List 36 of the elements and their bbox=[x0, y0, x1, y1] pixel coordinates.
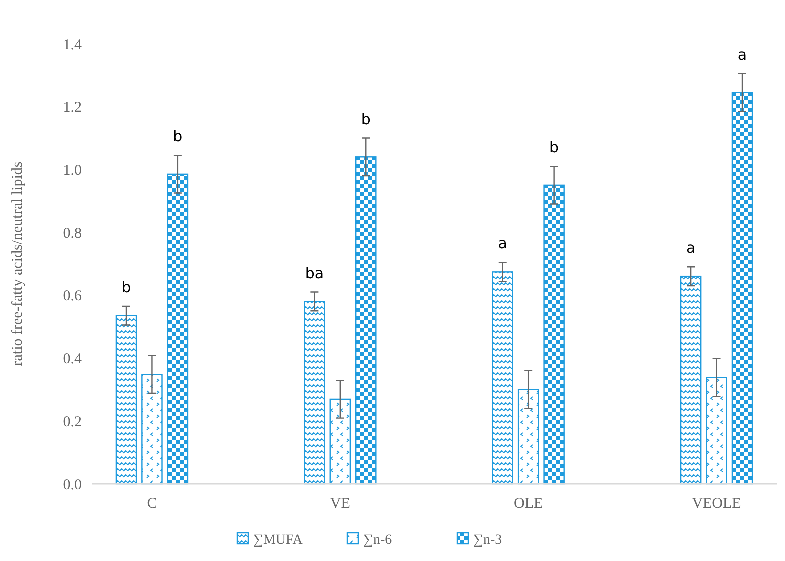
x-tick-label: OLE bbox=[514, 496, 544, 512]
annotation: b bbox=[122, 278, 132, 296]
x-tick-label: C bbox=[147, 496, 158, 512]
x-tick-label: VEOLE bbox=[692, 496, 742, 512]
legend-label: ∑n-6 bbox=[364, 532, 392, 548]
bar bbox=[304, 301, 326, 485]
annotation: a bbox=[498, 234, 508, 253]
y-tick-label: 1.2 bbox=[63, 100, 82, 116]
annotation: b bbox=[550, 138, 560, 157]
bar bbox=[167, 174, 189, 485]
bar bbox=[706, 377, 728, 485]
y-tick-label: 1.4 bbox=[63, 37, 82, 54]
y-tick-label: 0.6 bbox=[63, 288, 82, 305]
bar bbox=[142, 374, 163, 485]
bar bbox=[492, 272, 514, 485]
y-axis-title: ratio free-fatty acids/neutral lipids bbox=[10, 162, 26, 366]
y-tick-label: 0.8 bbox=[63, 226, 82, 242]
y-tick-label: 0.0 bbox=[63, 477, 82, 494]
annotation: b bbox=[173, 128, 183, 146]
annotation: a bbox=[738, 46, 748, 64]
bar bbox=[356, 156, 377, 485]
y-tick-label: 1.0 bbox=[63, 162, 82, 179]
annotation: a bbox=[686, 239, 696, 258]
x-tick-label: VE bbox=[330, 496, 350, 512]
bar bbox=[732, 92, 754, 485]
annotation: ba bbox=[305, 264, 324, 282]
legend-label: ∑n-3 bbox=[474, 532, 502, 548]
bar bbox=[518, 389, 540, 485]
bar bbox=[680, 276, 702, 485]
y-tick-label: 0.4 bbox=[63, 352, 82, 368]
bar bbox=[116, 315, 138, 485]
y-tick-label: 0.2 bbox=[63, 414, 82, 430]
annotation: b bbox=[361, 110, 371, 128]
bar bbox=[544, 184, 565, 485]
bar bbox=[330, 398, 352, 485]
legend-label: ∑MUFA bbox=[254, 532, 304, 548]
